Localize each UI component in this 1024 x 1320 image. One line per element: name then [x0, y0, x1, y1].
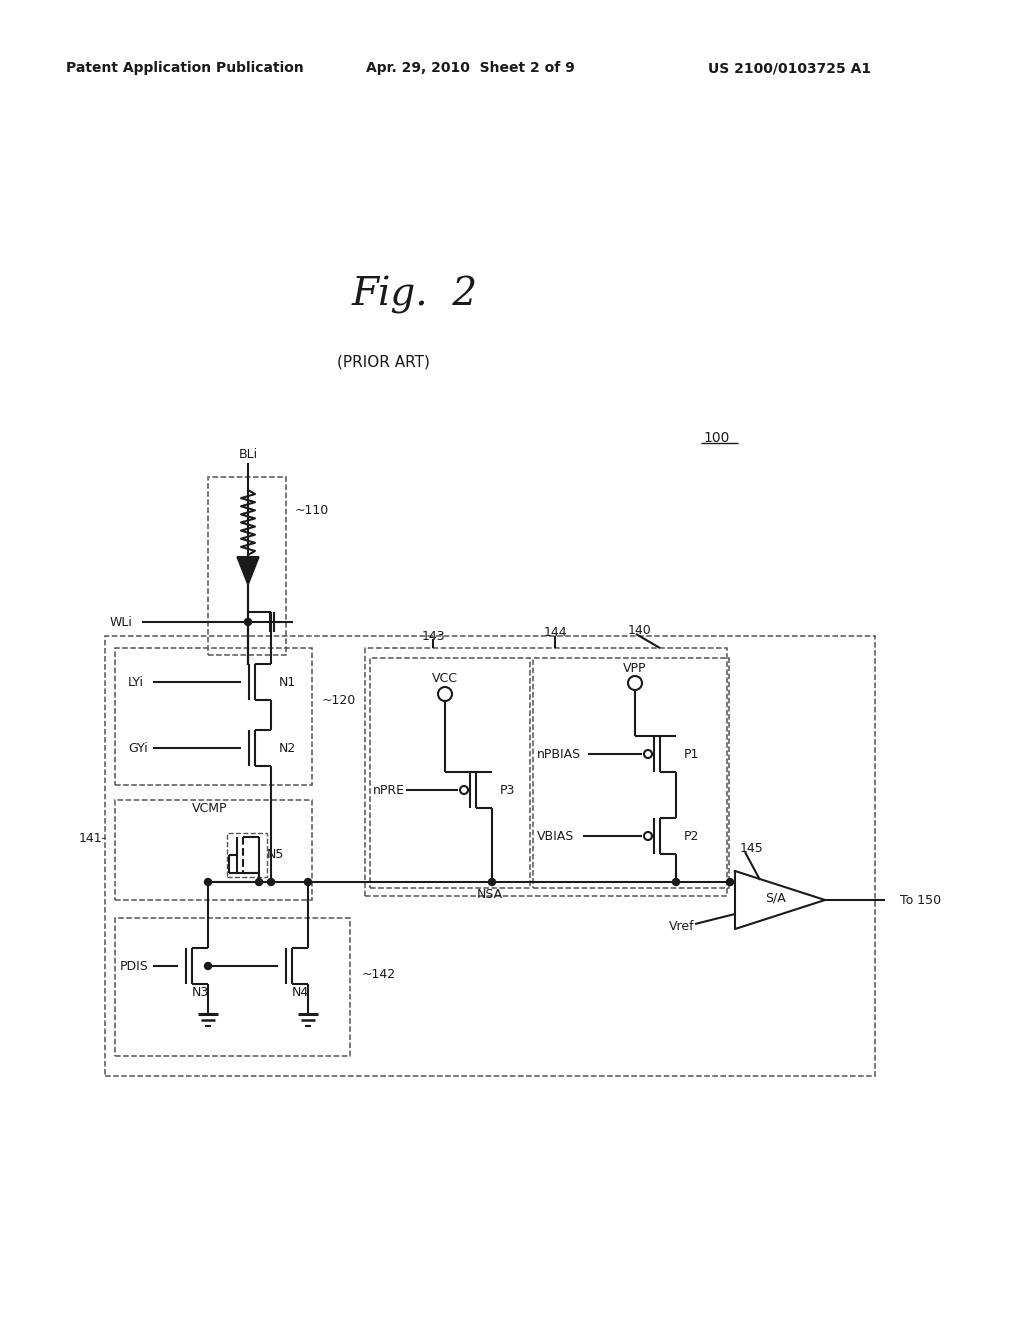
Bar [208, 477, 286, 655]
Text: 140: 140 [628, 623, 651, 636]
Text: P3: P3 [500, 784, 515, 796]
Text: ~110: ~110 [295, 503, 330, 516]
Circle shape [256, 879, 262, 886]
Circle shape [267, 879, 274, 886]
Text: VPP: VPP [624, 663, 647, 676]
Polygon shape [237, 557, 259, 585]
Bar [365, 648, 727, 896]
Bar [105, 636, 874, 1076]
Text: 143: 143 [421, 630, 444, 643]
Text: P1: P1 [684, 747, 699, 760]
Text: N2: N2 [279, 742, 296, 755]
Text: (PRIOR ART): (PRIOR ART) [337, 355, 429, 370]
Text: Vref: Vref [670, 920, 695, 933]
Text: Fig.  2: Fig. 2 [352, 276, 478, 314]
Text: N1: N1 [279, 676, 296, 689]
Text: US 2100/0103725 A1: US 2100/0103725 A1 [709, 61, 871, 75]
Text: nPRE: nPRE [373, 784, 406, 796]
Text: VCC: VCC [432, 672, 458, 685]
Bar [115, 800, 312, 900]
Text: 145: 145 [740, 842, 764, 854]
Bar [370, 657, 530, 888]
Circle shape [304, 879, 311, 886]
Circle shape [673, 879, 680, 886]
Circle shape [726, 879, 733, 886]
Circle shape [488, 879, 496, 886]
Text: nPBIAS: nPBIAS [537, 747, 582, 760]
Text: LYi: LYi [128, 676, 144, 689]
Text: Patent Application Publication: Patent Application Publication [67, 61, 304, 75]
Text: S/A: S/A [765, 891, 785, 904]
Text: Apr. 29, 2010  Sheet 2 of 9: Apr. 29, 2010 Sheet 2 of 9 [366, 61, 574, 75]
Text: 100: 100 [703, 432, 729, 445]
Circle shape [205, 962, 212, 969]
Text: VBIAS: VBIAS [537, 829, 574, 842]
Bar [115, 648, 312, 785]
Text: GYi: GYi [128, 742, 147, 755]
Circle shape [205, 879, 212, 886]
Bar [534, 657, 729, 888]
Text: N4: N4 [292, 986, 308, 998]
Text: N3: N3 [191, 986, 209, 998]
Text: 141-: 141- [79, 832, 106, 845]
Text: NSA: NSA [477, 888, 503, 902]
Bar [115, 917, 350, 1056]
Bar [227, 833, 267, 876]
Text: P2: P2 [684, 829, 699, 842]
Text: ~120: ~120 [322, 693, 356, 706]
Text: WLi: WLi [110, 615, 133, 628]
Text: BLi: BLi [239, 449, 258, 462]
Text: N5: N5 [267, 849, 285, 862]
Text: VCMP: VCMP [193, 801, 227, 814]
Text: ~142: ~142 [362, 969, 396, 982]
Text: To 150: To 150 [900, 894, 941, 907]
Circle shape [245, 619, 252, 626]
Text: 144: 144 [543, 626, 567, 639]
Text: PDIS: PDIS [120, 960, 148, 973]
